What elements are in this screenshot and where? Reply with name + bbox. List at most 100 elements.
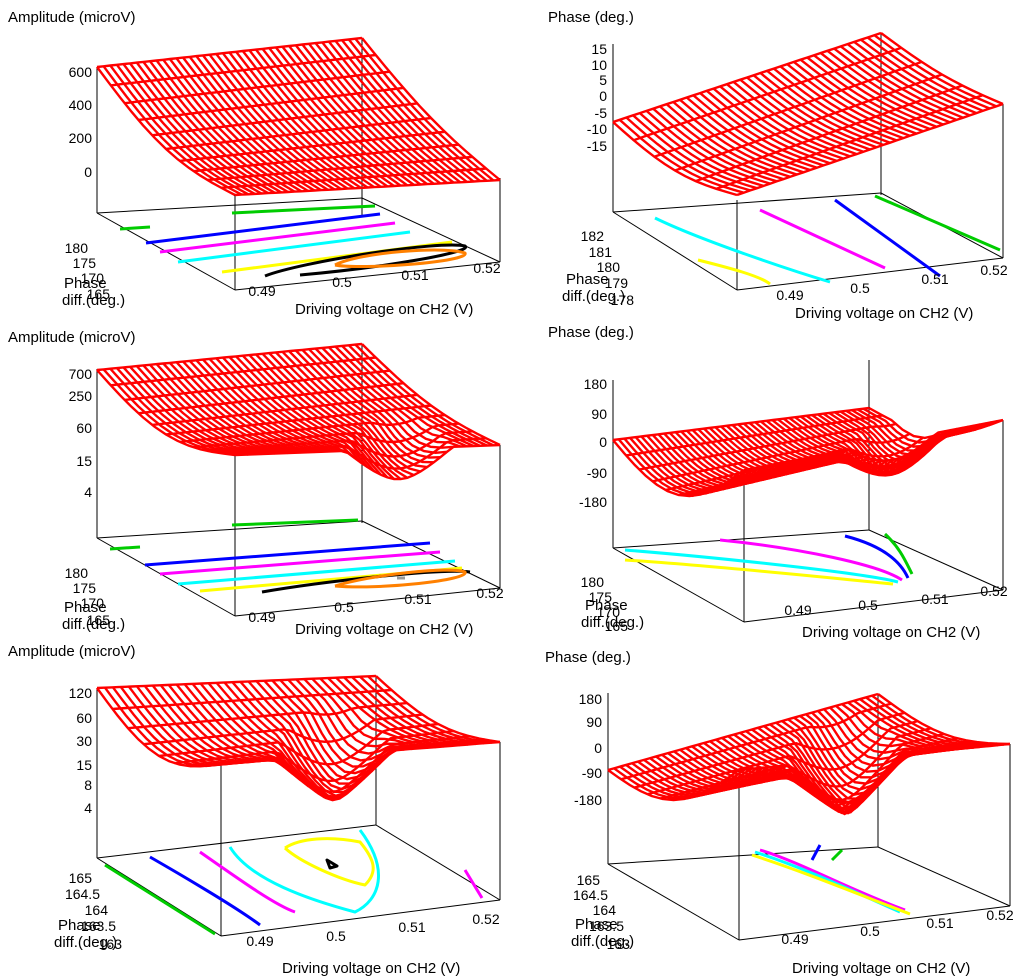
mesh-col-line bbox=[301, 349, 441, 459]
mesh-col-line bbox=[199, 682, 326, 799]
mesh-col-line bbox=[162, 362, 302, 454]
z-tick-label: 600 bbox=[69, 64, 93, 80]
mesh-col-line bbox=[779, 65, 904, 140]
y-axis-floor bbox=[96, 537, 236, 617]
mesh-col-line bbox=[866, 36, 991, 110]
mesh-col-line bbox=[208, 358, 349, 454]
mesh-row-line bbox=[646, 719, 918, 796]
mesh-col-line bbox=[263, 679, 390, 781]
x-tick-label: 0.5 bbox=[858, 597, 878, 613]
x-tick-label: 0.51 bbox=[921, 271, 948, 287]
x-tick-label: 0.49 bbox=[784, 602, 811, 618]
contour-lines bbox=[104, 829, 484, 936]
back-floor-left bbox=[96, 197, 363, 214]
y-axis-floor bbox=[96, 857, 222, 937]
mesh-col-line bbox=[255, 353, 395, 480]
x-label: Driving voltage on CH2 (V) bbox=[802, 624, 980, 641]
mesh-col-line bbox=[271, 679, 397, 775]
x-tick-label: 0.49 bbox=[248, 609, 275, 625]
mesh-col-line bbox=[303, 678, 429, 749]
mesh-col-line bbox=[222, 356, 362, 464]
contour-lines bbox=[751, 844, 911, 916]
back-floor-right bbox=[375, 824, 501, 901]
y-label-line1: Phase bbox=[566, 271, 609, 288]
contour-line bbox=[325, 858, 339, 870]
mesh-col-line bbox=[860, 38, 984, 112]
contour-lines bbox=[109, 518, 471, 594]
x-axis-floor bbox=[738, 905, 1011, 941]
mesh-col-line bbox=[168, 58, 309, 192]
x-tick-label: 0.5 bbox=[332, 274, 352, 290]
mesh-row-line bbox=[620, 702, 892, 781]
z-ticks: 120 60 30 15 8 4 bbox=[69, 685, 93, 816]
mesh-col-line bbox=[361, 343, 501, 447]
mesh-col-line bbox=[248, 49, 389, 188]
mesh-col-line bbox=[129, 62, 269, 195]
mesh-col-line bbox=[632, 114, 758, 190]
mesh-col-line bbox=[127, 685, 254, 765]
x-label: Driving voltage on CH2 (V) bbox=[295, 301, 473, 318]
mesh-col-line bbox=[806, 56, 931, 131]
mesh-col-line bbox=[151, 684, 277, 763]
contour-line bbox=[145, 212, 381, 245]
z-ticks: 180 90 0 -90 -180 bbox=[579, 376, 607, 510]
mesh-col-line bbox=[228, 356, 369, 468]
z-tick-label: 0 bbox=[84, 164, 92, 180]
mesh-col-line bbox=[221, 52, 362, 189]
mesh-col-line bbox=[281, 45, 422, 186]
contour-line bbox=[159, 550, 441, 576]
y-tick-label: 178 bbox=[611, 292, 635, 308]
mesh-col-line bbox=[183, 683, 310, 788]
mesh-col-line bbox=[231, 681, 358, 798]
mesh-col-line bbox=[294, 44, 435, 185]
z-tick-label: 90 bbox=[586, 714, 602, 730]
mesh-col-line bbox=[207, 682, 334, 802]
x-ticks: 0.49 0.5 0.51 0.52 bbox=[248, 585, 503, 625]
surface-mesh bbox=[96, 674, 501, 802]
y-tick-label: 180 bbox=[65, 565, 89, 581]
z-tick-label: -180 bbox=[574, 792, 602, 808]
mesh-col-line bbox=[288, 350, 428, 469]
mesh-col-line bbox=[341, 39, 481, 183]
mesh-col-line bbox=[223, 681, 350, 799]
back-floor-right bbox=[361, 520, 501, 589]
axes-frame bbox=[612, 360, 1004, 623]
y-tick-label: 163 bbox=[99, 936, 123, 952]
mesh-col-line bbox=[699, 92, 824, 167]
mesh-col-line bbox=[96, 369, 236, 457]
y-label-line2: diff.(deg.) bbox=[62, 292, 125, 309]
mesh-col-line bbox=[202, 358, 342, 453]
z-tick-label: 30 bbox=[76, 733, 92, 749]
y-tick-label: 164 bbox=[593, 902, 617, 918]
mesh-col-line bbox=[111, 686, 238, 766]
mesh-col-line bbox=[247, 680, 374, 791]
mesh-col-line bbox=[639, 112, 764, 188]
mesh-col-line bbox=[672, 101, 798, 176]
mesh-col-line bbox=[308, 348, 448, 455]
y-tick-label: 170 bbox=[81, 270, 105, 286]
x-tick-label: 0.49 bbox=[248, 283, 275, 299]
mesh-col-line bbox=[268, 352, 408, 479]
mesh-col-line bbox=[208, 53, 349, 190]
contour-lines bbox=[624, 532, 914, 586]
back-floor-left bbox=[96, 520, 363, 539]
contour-lines bbox=[119, 204, 468, 278]
mesh-col-line bbox=[96, 687, 222, 768]
contour-line bbox=[334, 568, 467, 589]
z-title: Phase (deg.) bbox=[545, 649, 631, 666]
mesh-col-line bbox=[175, 57, 316, 192]
x-tick-label: 0.49 bbox=[781, 931, 808, 947]
x-tick-label: 0.51 bbox=[398, 919, 425, 935]
z-title: Phase (deg.) bbox=[548, 324, 634, 341]
y-label-line1: Phase bbox=[585, 597, 628, 614]
mesh-col-line bbox=[241, 354, 382, 476]
contour-line bbox=[177, 559, 456, 586]
mesh-col-line bbox=[652, 107, 778, 183]
x-tick-label: 0.5 bbox=[850, 280, 870, 296]
z-tick-label: 15 bbox=[76, 453, 92, 469]
mesh-col-line bbox=[865, 696, 998, 747]
